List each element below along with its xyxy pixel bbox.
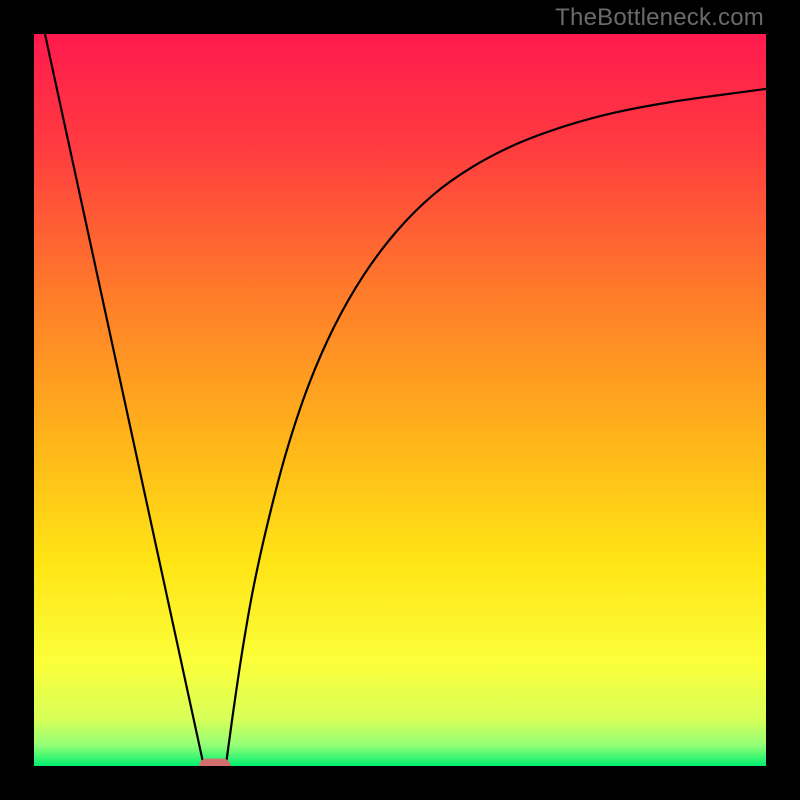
plot-area bbox=[34, 34, 766, 766]
right-curve bbox=[226, 89, 766, 766]
left-line bbox=[45, 34, 204, 766]
chart-frame: TheBottleneck.com bbox=[0, 0, 800, 800]
threshold-marker bbox=[199, 759, 230, 766]
chart-svg bbox=[34, 34, 766, 766]
attribution-text: TheBottleneck.com bbox=[555, 4, 764, 32]
